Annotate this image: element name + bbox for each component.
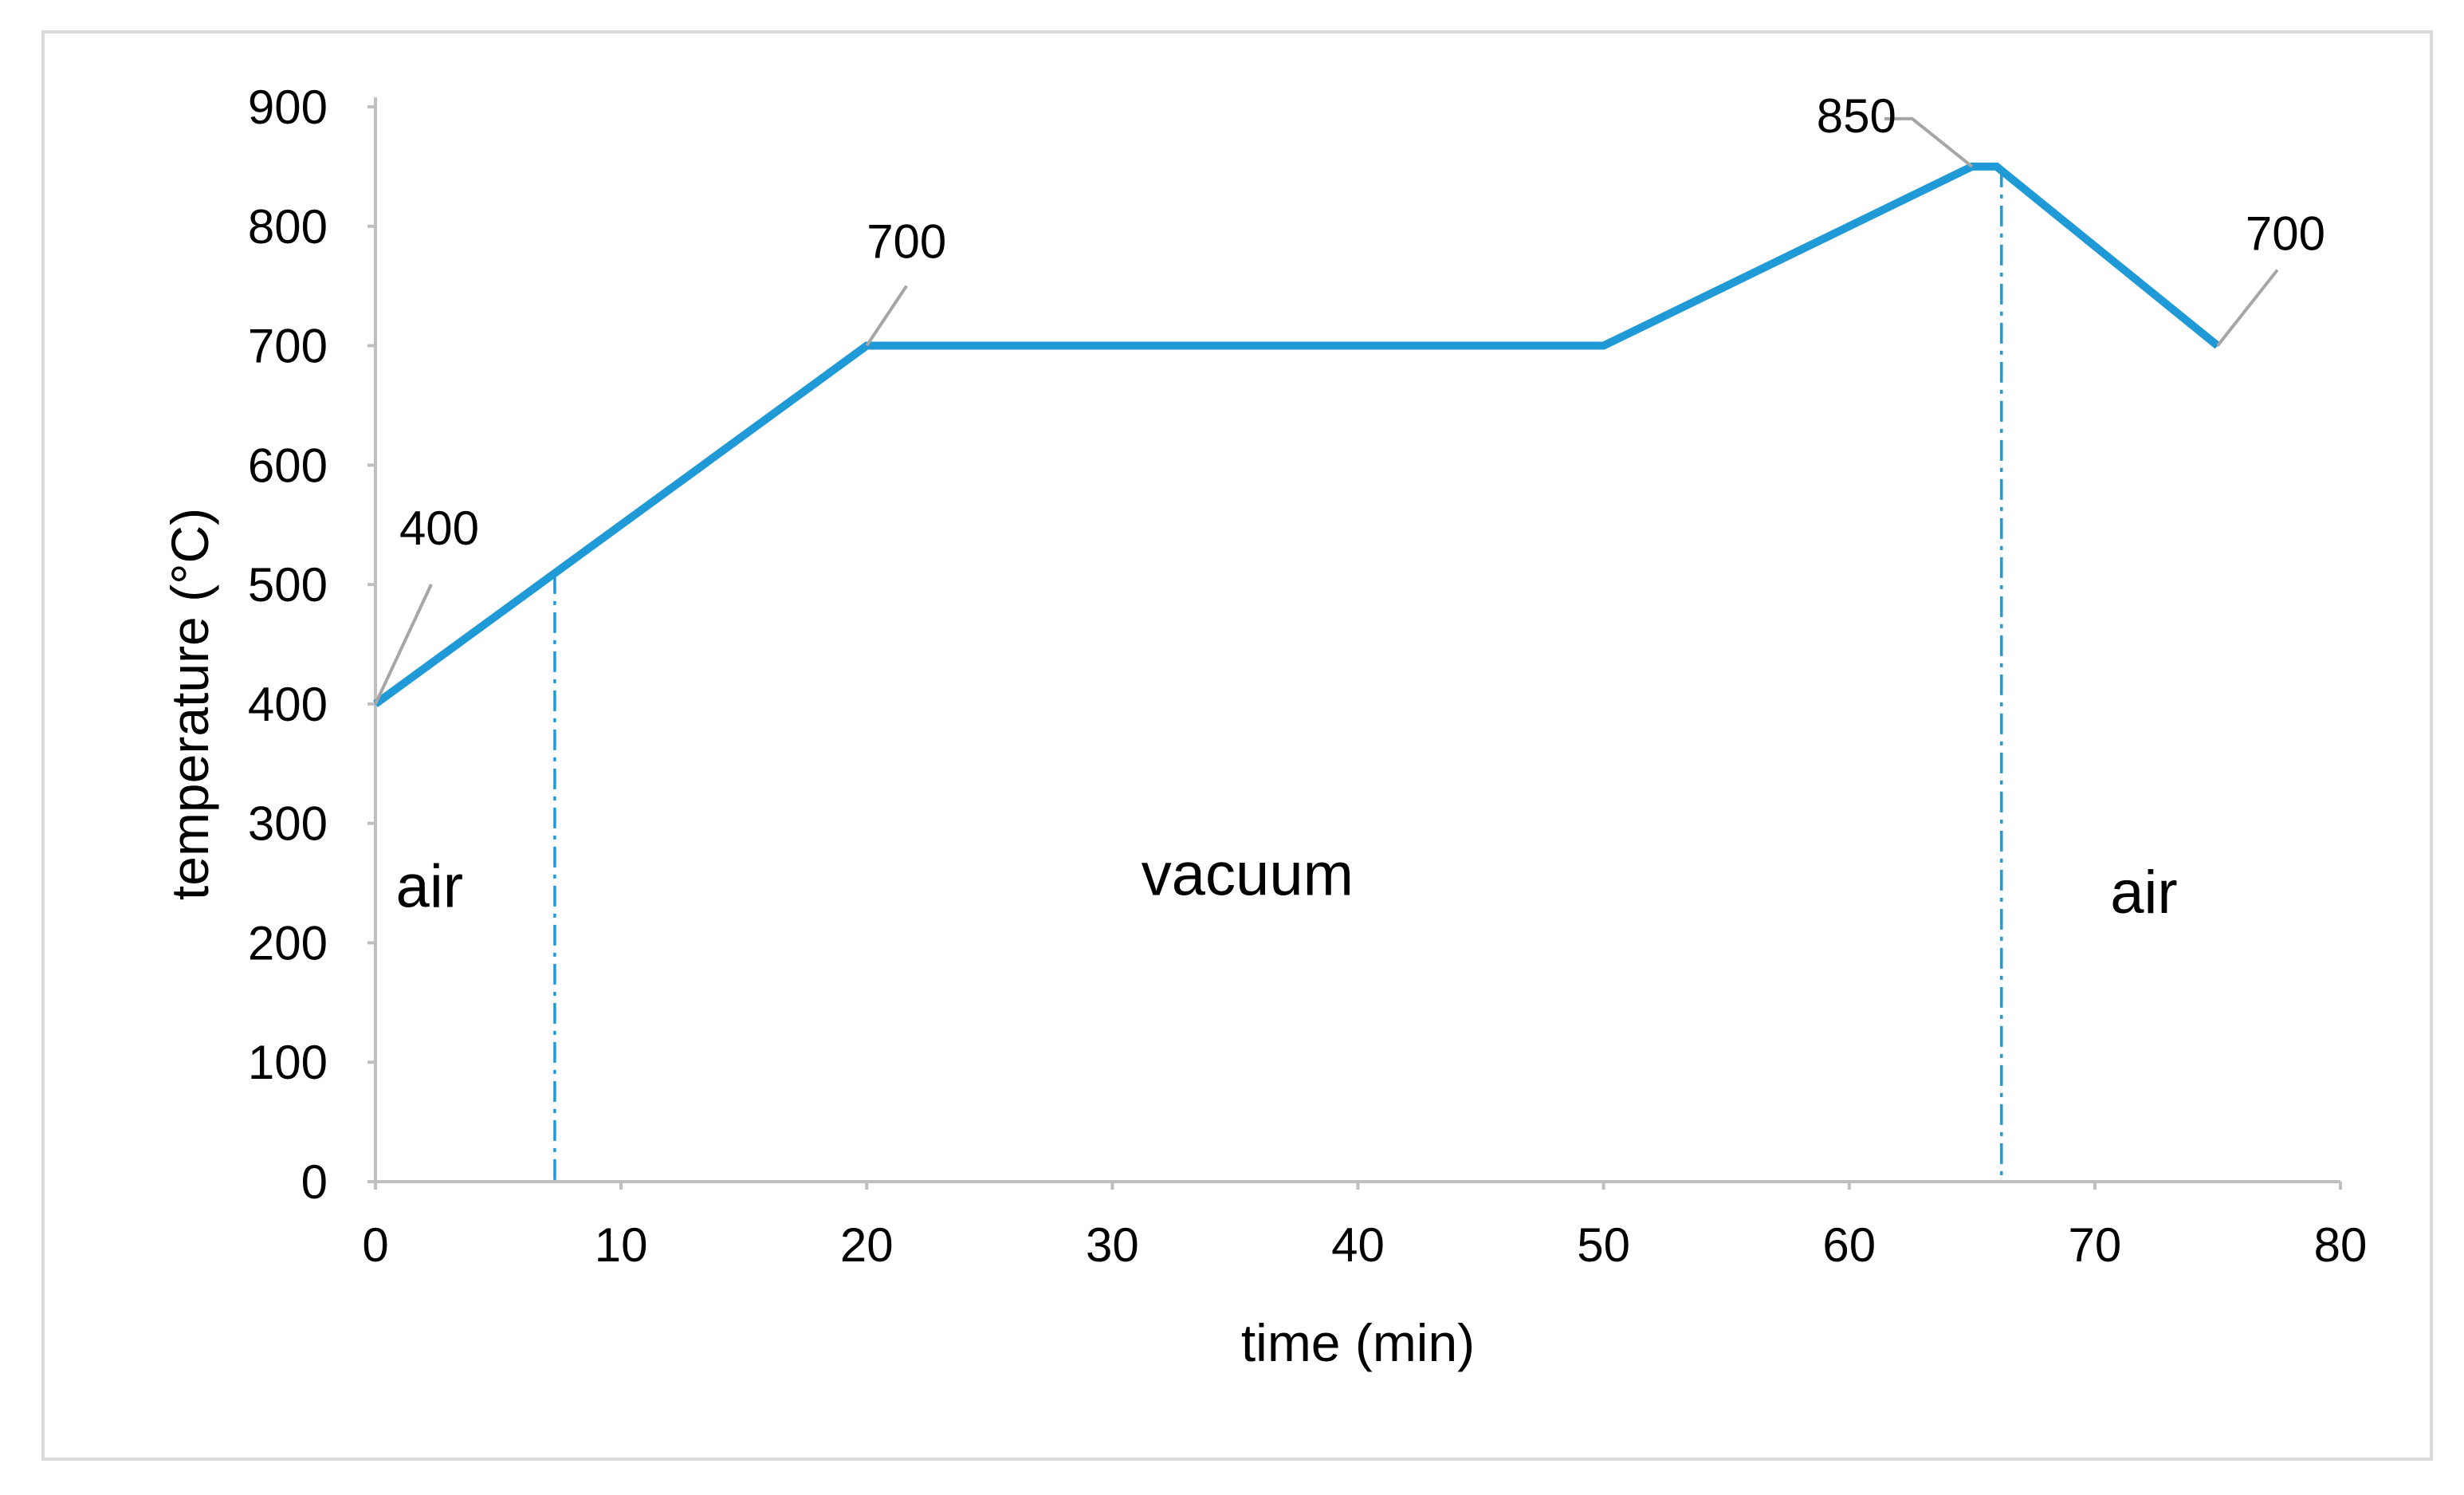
annotation-label: 850 xyxy=(1817,89,1896,143)
y-tick-label: 400 xyxy=(248,678,328,731)
region-label: vacuum xyxy=(1142,841,1354,909)
y-tick-label: 900 xyxy=(248,81,328,134)
annotation-leader-line xyxy=(865,285,908,347)
chart: 0 100 200 300 400 500 600 700 800 900 0 10 20 30 40 50 6… xyxy=(160,81,2367,1372)
x-tick-label: 60 xyxy=(1822,1218,1876,1272)
y-tick-label: 0 xyxy=(301,1155,328,1209)
data-point xyxy=(1602,344,1605,347)
y-tick-label: 200 xyxy=(248,916,328,970)
x-tick-label: 70 xyxy=(2069,1218,2122,1272)
annotation-leader-line xyxy=(1884,116,1974,168)
region-labels: air vacuum air xyxy=(396,841,2178,927)
annotation-label: 700 xyxy=(2246,207,2325,261)
x-tick-label: 30 xyxy=(1086,1218,1139,1272)
series xyxy=(373,162,2221,707)
annotations: 400 700 850 700 xyxy=(374,89,2325,705)
x-tick-label: 10 xyxy=(595,1218,648,1272)
x-tick-label: 40 xyxy=(1331,1218,1385,1272)
x-axis-title: time (min) xyxy=(1241,1313,1475,1372)
y-tick-label: 800 xyxy=(248,200,328,254)
data-point xyxy=(1995,165,1998,167)
region-dividers xyxy=(553,166,2003,1182)
temperature-series-line xyxy=(373,162,2221,707)
x-tick-label: 80 xyxy=(2314,1218,2368,1272)
y-tick-label: 700 xyxy=(248,320,328,373)
y-tick-label: 500 xyxy=(248,558,328,612)
axes: 0 100 200 300 400 500 600 700 800 900 0 10 20 30 40 50 6… xyxy=(248,81,2367,1272)
x-tick-label: 0 xyxy=(362,1218,388,1272)
y-axis-title: temperature (°C) xyxy=(160,508,219,900)
y-tick-label: 100 xyxy=(248,1036,328,1089)
y-tick-label: 600 xyxy=(248,439,328,492)
annotation-label: 700 xyxy=(867,215,946,269)
chart-frame: 0 100 200 300 400 500 600 700 800 900 0 10 20 30 40 50 6… xyxy=(41,30,2433,1461)
annotation-leader-line xyxy=(2216,269,2279,347)
x-tick-label: 20 xyxy=(840,1218,894,1272)
annotation-leader-line xyxy=(374,584,433,705)
x-tick-label: 50 xyxy=(1577,1218,1630,1272)
y-tick-label: 300 xyxy=(248,797,328,851)
annotation-label: 400 xyxy=(399,502,479,555)
region-label: air xyxy=(2110,859,2177,927)
region-label: air xyxy=(396,853,463,921)
